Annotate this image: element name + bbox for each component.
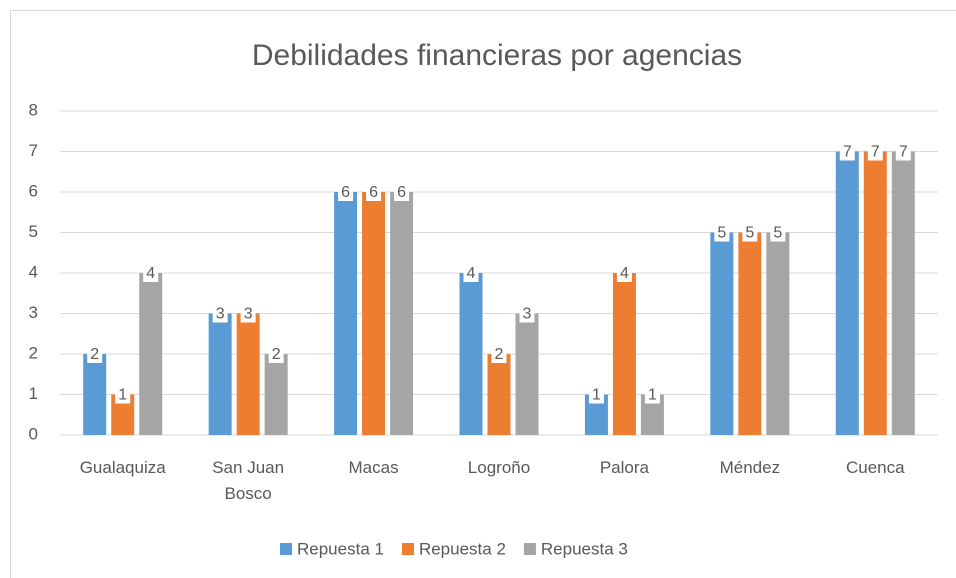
y-tick-label: 7 [29,141,38,160]
y-tick-label: 4 [29,262,38,281]
legend-label: Repuesta 2 [419,539,506,558]
bar [362,192,386,435]
data-label: 2 [495,346,504,363]
legend-label: Repuesta 1 [297,539,384,558]
data-label-bg [87,345,103,363]
y-tick-label: 0 [29,424,38,443]
data-label: 1 [648,387,657,404]
bar [83,354,107,435]
data-label-bg [143,264,159,282]
chart-title: Debilidades financieras por agencias [252,39,742,72]
bar [139,273,163,435]
x-tick-label: Cuenca [845,458,905,477]
legend-label: Repuesta 3 [541,539,628,558]
data-label: 6 [397,184,406,201]
data-label: 5 [773,225,782,242]
data-label: 4 [620,265,629,282]
bar [390,192,414,435]
x-tick-label: Méndez [719,458,781,477]
data-label-bg [588,385,604,404]
data-label: 2 [90,346,99,363]
bar [640,394,664,435]
data-label: 5 [717,225,726,242]
bar [208,313,232,435]
y-tick-label: 5 [29,222,38,241]
data-label-bg [742,223,758,242]
data-label-bg [644,385,660,404]
bar [584,394,608,435]
bar [863,151,887,435]
data-label-bg [839,142,855,161]
data-label: 3 [216,306,225,323]
y-tick-label: 3 [29,303,38,322]
data-label: 1 [118,387,127,404]
y-tick-label: 8 [29,100,38,119]
bar [111,394,135,435]
bar [334,192,358,435]
x-tick-label: San Juan Bosco [212,458,285,503]
data-label-bg [616,264,632,282]
y-tick-label: 2 [29,343,38,362]
data-label: 3 [244,306,253,323]
bar [738,232,762,435]
data-label: 6 [341,184,350,201]
data-label: 7 [899,144,908,161]
bar [236,313,260,435]
legend-swatch [401,543,414,555]
y-tick-label: 6 [29,181,38,200]
data-label-bg [268,345,284,363]
data-label: 7 [843,144,852,161]
data-label: 7 [871,144,880,161]
data-label: 4 [146,265,155,282]
data-label: 6 [369,184,378,201]
data-label-bg [867,142,883,161]
bar [264,354,288,435]
legend-swatch [280,543,292,555]
data-label-bg [115,385,131,404]
data-label-bg [463,264,479,282]
data-label: 3 [523,306,532,323]
data-label-bg [519,304,535,323]
x-tick-label: Gualaquiza [79,458,166,477]
data-label-bg [895,142,911,161]
bar [515,313,539,435]
y-tick-label: 1 [29,384,38,403]
chart-border [10,10,956,578]
x-tick-label: Logroño [467,458,531,477]
data-label: 2 [272,346,281,363]
data-label-bg [338,183,354,201]
bar [612,273,636,435]
bar [459,273,483,435]
x-tick-label: Palora [599,458,649,477]
data-label-bg [366,183,382,201]
data-label-bg [394,183,410,201]
x-tick-label: Macas [348,458,399,477]
data-label-bg [240,304,256,323]
bar [835,151,859,435]
data-label: 1 [592,387,601,404]
bar [710,232,734,435]
bar [891,151,915,435]
bar [766,232,790,435]
data-label-bg [491,345,507,363]
data-label-bg [770,223,786,242]
legend-swatch [523,543,536,555]
bar [487,354,511,435]
data-label-bg [714,223,730,242]
data-label: 5 [745,225,754,242]
data-label-bg [212,304,228,323]
data-label: 4 [467,265,476,282]
